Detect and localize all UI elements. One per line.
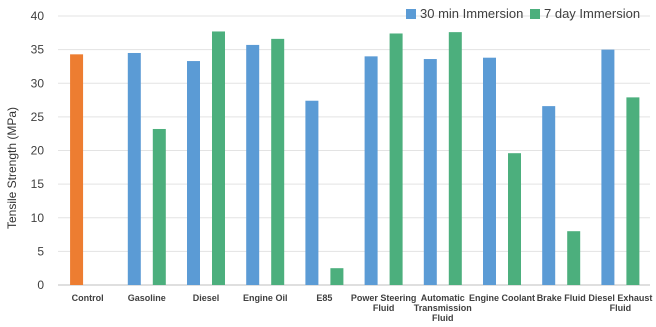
x-tick-label: Brake Fluid	[537, 293, 586, 303]
legend-label-7day: 7 day Immersion	[544, 6, 640, 21]
x-tick-label: Engine Oil	[243, 293, 288, 303]
legend-swatch-30min	[406, 9, 416, 19]
bar-control	[70, 54, 84, 285]
x-axis-ticks: Control Gasoline Diesel Engine Oil E85 Power …	[72, 293, 653, 323]
y-axis-ticks: 0 5 10 15 20 25 30 35 40	[31, 9, 45, 292]
y-tick-label: 20	[31, 144, 45, 158]
bar-30min-engine-oil	[246, 44, 260, 286]
y-tick-label: 15	[31, 177, 45, 191]
x-tick-label: Power Steering Fluid	[351, 293, 417, 313]
legend-label-30min: 30 min Immersion	[420, 6, 523, 21]
bar-30min-power-steering-fluid	[364, 56, 378, 285]
y-tick-label: 30	[31, 76, 45, 90]
y-tick-label: 0	[37, 278, 44, 292]
bar-7day-diesel-exhaust-fluid	[626, 97, 640, 285]
bar-7day-e85	[330, 268, 344, 285]
x-tick-label: Diesel Exhaust Fluid	[588, 293, 652, 313]
bar-30min-diesel	[187, 61, 200, 286]
bar-7day-automatic-transmission-fluid	[448, 32, 462, 285]
bar-30min-automatic-transmission-fluid	[423, 59, 437, 285]
bar-7day-engine-oil	[271, 38, 285, 285]
x-tick-label: E85	[316, 293, 332, 303]
bar-7day-diesel	[212, 31, 225, 286]
gridlines	[58, 15, 650, 286]
x-tick-label: Automatic Transmission Fluid	[414, 293, 472, 322]
bar-30min-brake-fluid	[542, 106, 556, 286]
legend-swatch-7day	[530, 9, 540, 19]
bar-30min-diesel-exhaust-fluid	[601, 49, 615, 285]
bars	[70, 31, 640, 286]
y-tick-label: 5	[37, 244, 44, 258]
y-tick-label: 25	[31, 110, 45, 124]
bar-30min-e85	[305, 100, 319, 285]
bar-30min-engine-coolant	[483, 57, 496, 285]
bar-7day-power-steering-fluid	[389, 33, 403, 285]
y-tick-label: 35	[31, 43, 45, 57]
x-tick-label: Engine Coolant	[469, 293, 535, 303]
bar-7day-engine-coolant	[508, 153, 521, 285]
x-tick-label: Diesel	[193, 293, 220, 303]
x-tick-label: Control	[72, 293, 104, 303]
legend: 30 min Immersion 7 day Immersion	[406, 6, 640, 21]
bar-7day-brake-fluid	[567, 231, 581, 285]
bar-30min-gasoline	[127, 52, 141, 285]
y-tick-label: 40	[31, 9, 45, 23]
y-axis-label: Tensile Strength (MPa)	[5, 107, 19, 229]
x-tick-label: Gasoline	[128, 293, 166, 303]
bar-7day-gasoline	[152, 128, 166, 285]
y-tick-label: 10	[31, 211, 45, 225]
